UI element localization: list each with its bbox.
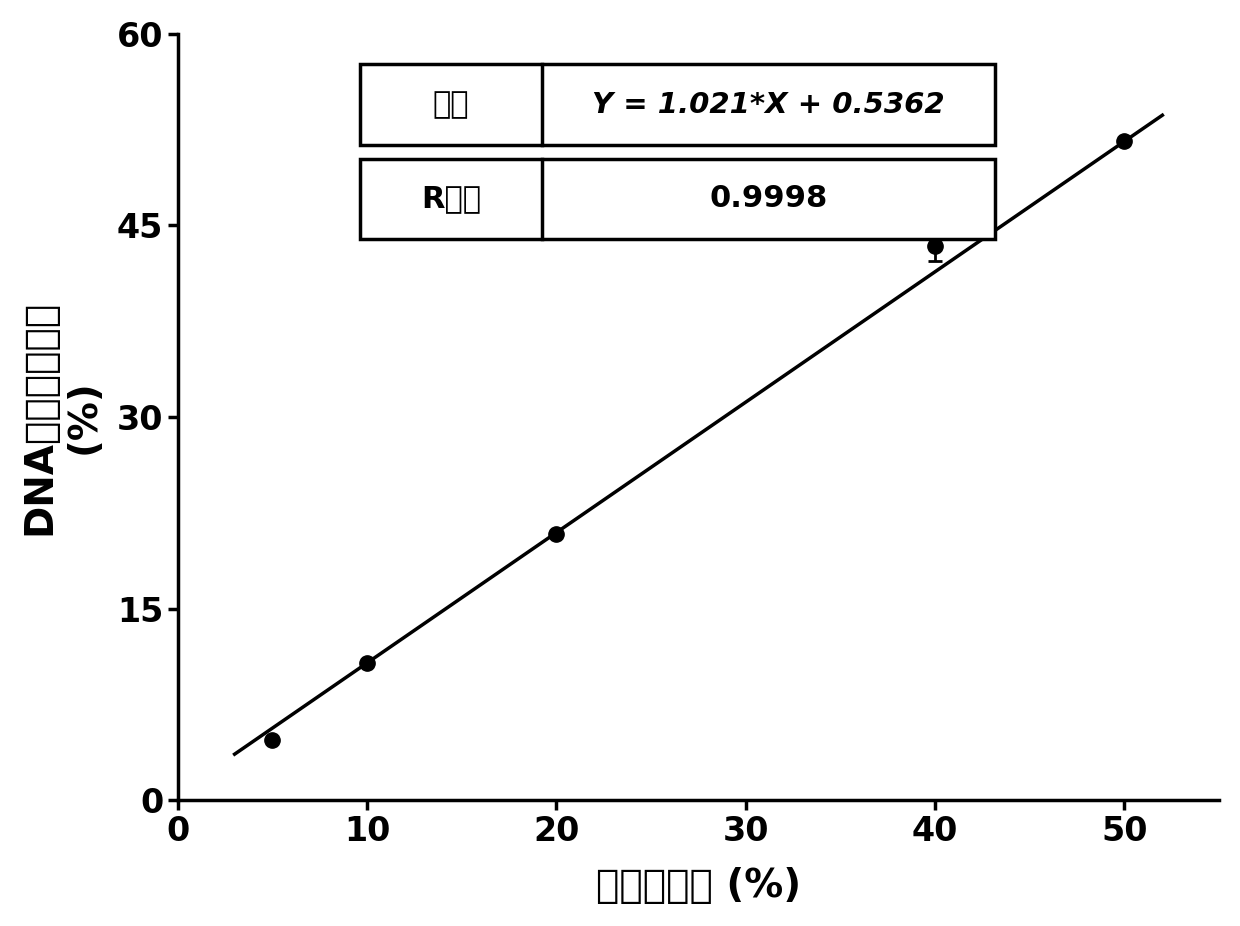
- Bar: [360, 158, 996, 239]
- Text: 方程: 方程: [433, 90, 470, 119]
- Text: Y = 1.021*X + 0.5362: Y = 1.021*X + 0.5362: [593, 91, 945, 119]
- Text: 0.9998: 0.9998: [709, 184, 828, 214]
- Text: R平方: R平方: [422, 184, 481, 214]
- Bar: [360, 65, 996, 145]
- Y-axis label: DNA拷贝数百分比
(%): DNA拷贝数百分比 (%): [21, 299, 103, 534]
- X-axis label: 质量百分比 (%): 质量百分比 (%): [596, 867, 801, 906]
